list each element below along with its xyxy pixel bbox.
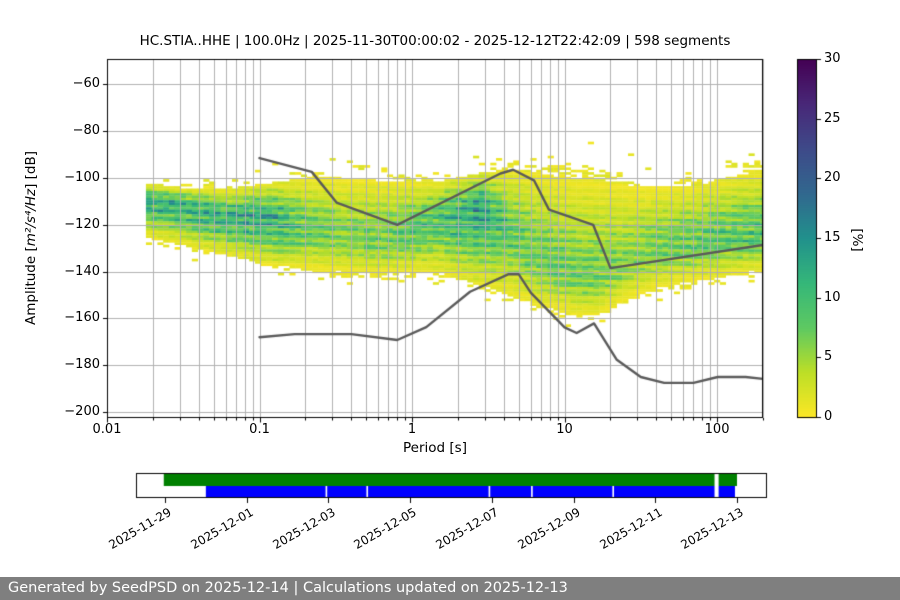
y-axis-label-math: m²/s⁴/Hz bbox=[23, 188, 39, 247]
chart-title: HC.STIA..HHE | 100.0Hz | 2025-11-30T00:0… bbox=[139, 33, 731, 49]
colorbar-tick-label: 0 bbox=[824, 409, 833, 424]
ppsd-plot-canvas bbox=[0, 0, 900, 565]
x-tick-label: 0.1 bbox=[249, 422, 270, 437]
y-axis-label-prefix: Amplitude [ bbox=[23, 246, 39, 326]
footer-bar: Generated by SeedPSD on 2025-12-14 | Cal… bbox=[0, 577, 900, 600]
colorbar-tick-label: 5 bbox=[824, 349, 833, 365]
footer-text: Generated by SeedPSD on 2025-12-14 | Cal… bbox=[8, 580, 568, 596]
y-tick-label: −160 bbox=[64, 310, 100, 326]
colorbar-tick-label: 30 bbox=[824, 51, 841, 66]
y-tick-label: −120 bbox=[64, 216, 100, 232]
colorbar-label: [%] bbox=[849, 228, 865, 252]
x-axis-label: Period [s] bbox=[403, 440, 467, 456]
y-tick-label: −140 bbox=[64, 263, 100, 279]
y-tick-label: −180 bbox=[64, 357, 100, 373]
y-axis-label-suffix: ] [dB] bbox=[23, 150, 39, 189]
y-tick-label: −100 bbox=[64, 169, 100, 185]
x-tick-label: 10 bbox=[556, 422, 573, 437]
y-tick-label: −80 bbox=[72, 123, 100, 139]
colorbar-tick-label: 20 bbox=[824, 170, 841, 186]
x-tick-label: 0.01 bbox=[92, 422, 122, 437]
y-tick-label: −60 bbox=[72, 76, 100, 92]
x-tick-label: 100 bbox=[704, 422, 730, 437]
colorbar-tick-label: 15 bbox=[824, 230, 841, 245]
colorbar-tick-label: 25 bbox=[824, 110, 841, 126]
y-axis-label: Amplitude [m²/s⁴/Hz] [dB] bbox=[23, 151, 39, 325]
colorbar-tick-label: 10 bbox=[824, 289, 841, 305]
x-tick-label: 1 bbox=[407, 422, 417, 437]
y-tick-label: −200 bbox=[64, 404, 100, 420]
